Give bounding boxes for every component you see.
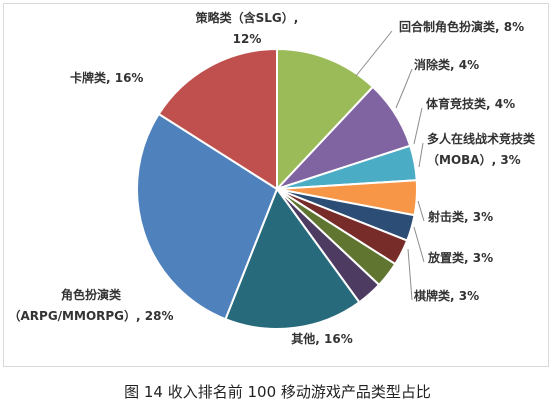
slice-label: 多人在线战术竞技类 （MOBA）, 3% bbox=[427, 131, 536, 167]
slice-label-line: 回合制角色扮演类, 8% bbox=[399, 19, 524, 34]
leader-line bbox=[355, 30, 393, 77]
pie-slice bbox=[276, 47, 375, 192]
leader-line bbox=[418, 142, 424, 168]
slice-label-line: 角色扮演类 bbox=[61, 287, 122, 302]
leader-line bbox=[413, 226, 425, 263]
slice-label-line: 棋牌类, 3% bbox=[414, 288, 479, 303]
leader-line bbox=[395, 68, 413, 109]
slice-label-line: 多人在线战术竞技类 bbox=[427, 131, 536, 146]
pie-slice bbox=[157, 47, 278, 191]
slice-label-line: 体育竞技类, 4% bbox=[426, 96, 515, 111]
slice-label-line: （ARPG/MMORPG）, 28% bbox=[9, 308, 174, 323]
slice-label-line: 卡牌类, 16% bbox=[70, 70, 143, 85]
slice-label: 回合制角色扮演类, 8% bbox=[399, 19, 524, 34]
slice-label-line: 射击类, 3% bbox=[427, 209, 493, 224]
slice-label-line: 策略类（含SLG）, bbox=[196, 10, 299, 25]
leader-line bbox=[417, 200, 425, 222]
slice-label: 策略类（含SLG）, 12% bbox=[196, 10, 299, 46]
figure-caption: 图 14 收入排名前 100 移动游戏产品类型占比 bbox=[124, 383, 431, 401]
slice-label: 其他, 16% bbox=[291, 331, 352, 346]
chart-frame: 策略类（含SLG）, 12% 回合制角色扮演类, 8% 消除类, 4% 体育竞技类, 4… bbox=[3, 3, 549, 367]
slice-label-line: （MOBA）, 3% bbox=[427, 152, 521, 167]
slice-label: 消除类, 4% bbox=[414, 57, 479, 72]
slice-label: 放置类, 3% bbox=[427, 250, 493, 265]
slice-label: 棋牌类, 3% bbox=[414, 288, 479, 303]
slice-label-line: 其他, 16% bbox=[291, 331, 352, 346]
slice-label: 体育竞技类, 4% bbox=[426, 96, 515, 111]
slice-label-line: 消除类, 4% bbox=[414, 57, 479, 72]
pie-slice bbox=[135, 112, 279, 321]
slice-label-line: 12% bbox=[233, 32, 262, 46]
leader-line bbox=[413, 107, 423, 145]
pie-slice bbox=[224, 186, 361, 330]
slice-label: 射击类, 3% bbox=[427, 209, 493, 224]
pie-chart: 策略类（含SLG）, 12% 回合制角色扮演类, 8% 消除类, 4% 体育竞技类, 4… bbox=[9, 10, 536, 346]
leader-line bbox=[407, 248, 413, 301]
slice-label: 卡牌类, 16% bbox=[70, 70, 143, 85]
slice-label: 角色扮演类 （ARPG/MMORPG）, 28% bbox=[9, 287, 174, 323]
slice-label-line: 放置类, 3% bbox=[427, 250, 493, 265]
